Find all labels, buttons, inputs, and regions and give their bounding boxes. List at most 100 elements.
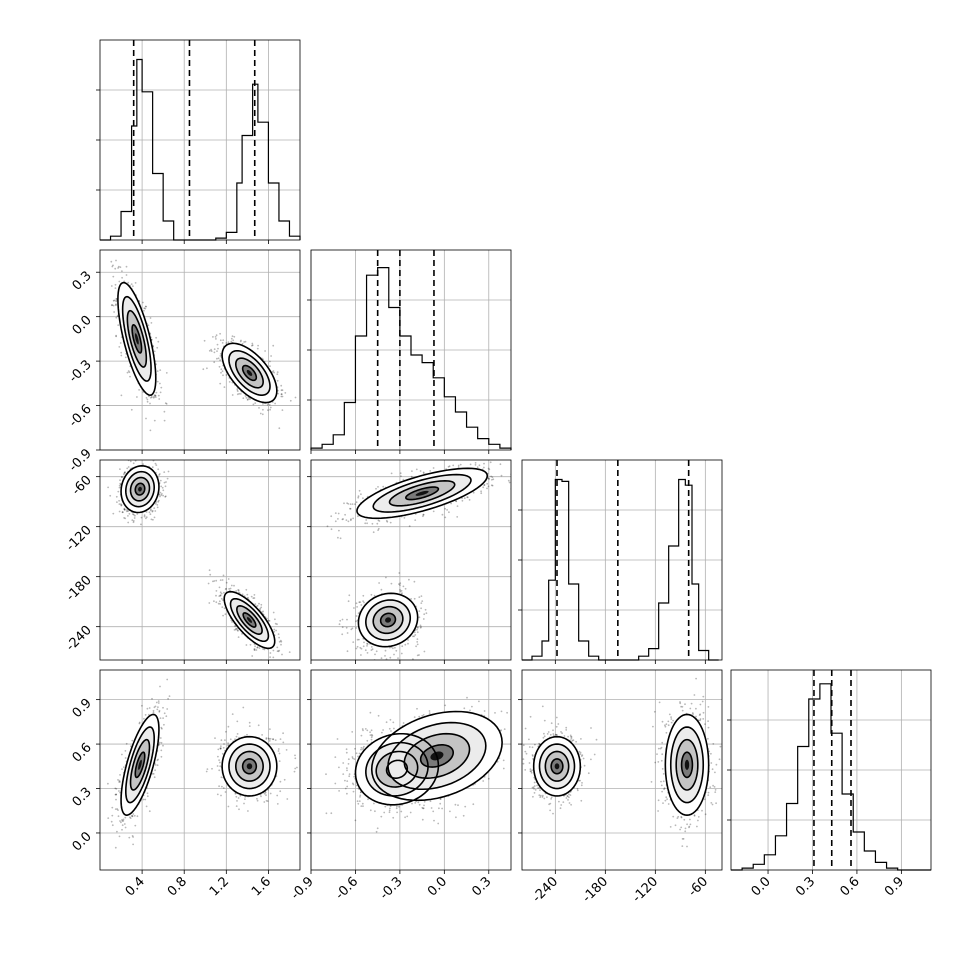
density-peak (246, 617, 252, 623)
sample-point (214, 336, 217, 338)
sample-point (444, 516, 447, 519)
sample-point (155, 391, 158, 394)
sample-point (254, 603, 257, 605)
sample-point (447, 465, 450, 468)
sample-point (281, 409, 284, 411)
sample-point (408, 578, 410, 581)
sample-point (121, 476, 123, 478)
sample-point (259, 412, 262, 415)
sample-point (277, 392, 279, 395)
sample-point (366, 522, 368, 525)
sample-point (241, 593, 244, 596)
sample-point (128, 371, 131, 374)
sample-point (118, 484, 121, 487)
sample-point (466, 496, 469, 499)
sample-point (111, 265, 114, 268)
sample-point (114, 283, 117, 286)
sample-point (348, 594, 351, 597)
sample-point (278, 640, 281, 643)
sample-point (233, 629, 236, 631)
sample-point (279, 639, 282, 642)
sample-point (365, 519, 368, 521)
sample-point (375, 650, 378, 653)
sample-point (483, 466, 485, 469)
sample-point (150, 518, 153, 521)
sample-point (161, 486, 164, 489)
sample-point (244, 395, 247, 397)
sample-point (215, 601, 218, 604)
contour-line-1-2 (365, 599, 412, 641)
sample-point (507, 479, 510, 482)
sample-point (219, 355, 222, 357)
sample-point (132, 520, 135, 522)
sample-point (346, 632, 349, 634)
sample-point (157, 468, 160, 471)
sample-point (146, 400, 149, 403)
sample-point (363, 641, 365, 644)
contour-line-1-2 (229, 597, 270, 643)
sample-point (476, 466, 479, 469)
sample-point (220, 592, 223, 595)
sample-point (499, 463, 502, 466)
sample-point (251, 344, 254, 347)
sample-point (380, 657, 383, 660)
sample-point (236, 629, 239, 631)
sample-point (118, 503, 121, 505)
sample-point (280, 393, 283, 396)
sample-point (357, 496, 360, 499)
sample-point (120, 354, 123, 357)
sample-point (282, 661, 284, 663)
sample-point (156, 346, 159, 349)
histogram-panel-0 (96, 39, 301, 241)
sample-point (492, 478, 495, 481)
sample-point (491, 484, 494, 487)
sample-point (448, 511, 450, 514)
sample-point (411, 470, 413, 472)
sample-point (151, 509, 154, 512)
sample-point (245, 397, 248, 399)
sample-point (224, 613, 227, 616)
sample-point (402, 585, 405, 588)
sample-point (270, 355, 272, 357)
sample-point (349, 503, 352, 505)
sample-point (357, 612, 360, 615)
sample-point (160, 386, 163, 389)
sample-point (213, 580, 216, 582)
sample-point (229, 587, 232, 590)
sample-point (231, 335, 234, 338)
sample-point (114, 267, 117, 270)
sample-point (489, 461, 492, 464)
sample-point (223, 607, 226, 610)
sample-point (149, 402, 151, 405)
sample-point (413, 631, 416, 634)
sample-point (415, 468, 418, 471)
sample-point (346, 502, 348, 504)
sample-point (342, 518, 344, 520)
sample-point (159, 369, 162, 371)
sample-point (132, 513, 135, 516)
sample-point (280, 389, 283, 392)
sample-point (441, 513, 444, 516)
histogram-step-1 (310, 267, 512, 450)
sample-point (113, 311, 115, 313)
sample-point (219, 579, 222, 581)
sample-point (267, 619, 270, 622)
sample-point (123, 507, 126, 510)
sample-point (238, 392, 241, 395)
sample-point (280, 640, 283, 643)
sample-point (349, 507, 351, 510)
sample-point (246, 399, 249, 401)
sample-point (120, 394, 123, 397)
sample-point (148, 511, 151, 514)
sample-point (281, 395, 284, 398)
sample-point (262, 403, 264, 405)
sample-point (114, 287, 117, 289)
sample-point (142, 463, 145, 465)
sample-point (221, 579, 224, 581)
sample-point (398, 583, 400, 585)
sample-point (390, 472, 393, 475)
sample-point (154, 394, 157, 397)
sample-point (224, 588, 227, 590)
sample-point (399, 472, 402, 475)
sample-point (128, 512, 131, 515)
